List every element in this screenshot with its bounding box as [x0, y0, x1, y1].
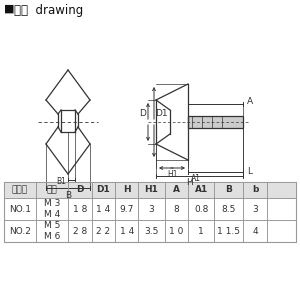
Text: D: D — [76, 185, 84, 194]
Text: 0.8: 0.8 — [194, 205, 208, 214]
Text: 図面  drawing: 図面 drawing — [14, 4, 83, 17]
Text: A1: A1 — [191, 174, 201, 183]
Text: A: A — [173, 185, 180, 194]
Text: 1: 1 — [198, 226, 204, 236]
Text: 2 2: 2 2 — [96, 226, 110, 236]
Text: L: L — [247, 167, 252, 176]
Text: D1: D1 — [155, 109, 168, 118]
Text: NO.2: NO.2 — [9, 226, 31, 236]
Text: 1 4: 1 4 — [119, 226, 134, 236]
Text: 4: 4 — [252, 226, 258, 236]
Text: A: A — [247, 98, 253, 106]
Text: 1 0: 1 0 — [169, 226, 184, 236]
Text: M 5
M 6: M 5 M 6 — [44, 221, 60, 241]
Text: M 3
M 4: M 3 M 4 — [44, 199, 60, 219]
Bar — [4, 182, 296, 242]
Text: NO.1: NO.1 — [9, 205, 31, 214]
Text: b: b — [252, 185, 258, 194]
Text: 3.5: 3.5 — [144, 226, 159, 236]
Text: B: B — [225, 185, 232, 194]
Bar — [4, 182, 296, 198]
Text: B: B — [65, 191, 71, 200]
Text: 2 8: 2 8 — [73, 226, 87, 236]
Text: H: H — [186, 178, 193, 187]
Text: 8.5: 8.5 — [222, 205, 236, 214]
Text: 1 1.5: 1 1.5 — [217, 226, 240, 236]
Text: 9.7: 9.7 — [119, 205, 134, 214]
Text: D: D — [139, 109, 146, 118]
Text: 1 4: 1 4 — [96, 205, 110, 214]
Text: 8: 8 — [173, 205, 179, 214]
Text: B1: B1 — [56, 176, 66, 185]
Text: 規格: 規格 — [47, 185, 58, 194]
Text: 3: 3 — [148, 205, 154, 214]
Text: 1 8: 1 8 — [73, 205, 87, 214]
Bar — [188, 116, 243, 128]
Text: 3: 3 — [252, 205, 258, 214]
Text: D1: D1 — [96, 185, 110, 194]
Text: タイプ: タイプ — [12, 185, 28, 194]
Text: A1: A1 — [194, 185, 208, 194]
Text: ■: ■ — [4, 4, 14, 14]
Text: H: H — [123, 185, 130, 194]
Text: H1: H1 — [167, 170, 177, 179]
Text: H1: H1 — [145, 185, 158, 194]
